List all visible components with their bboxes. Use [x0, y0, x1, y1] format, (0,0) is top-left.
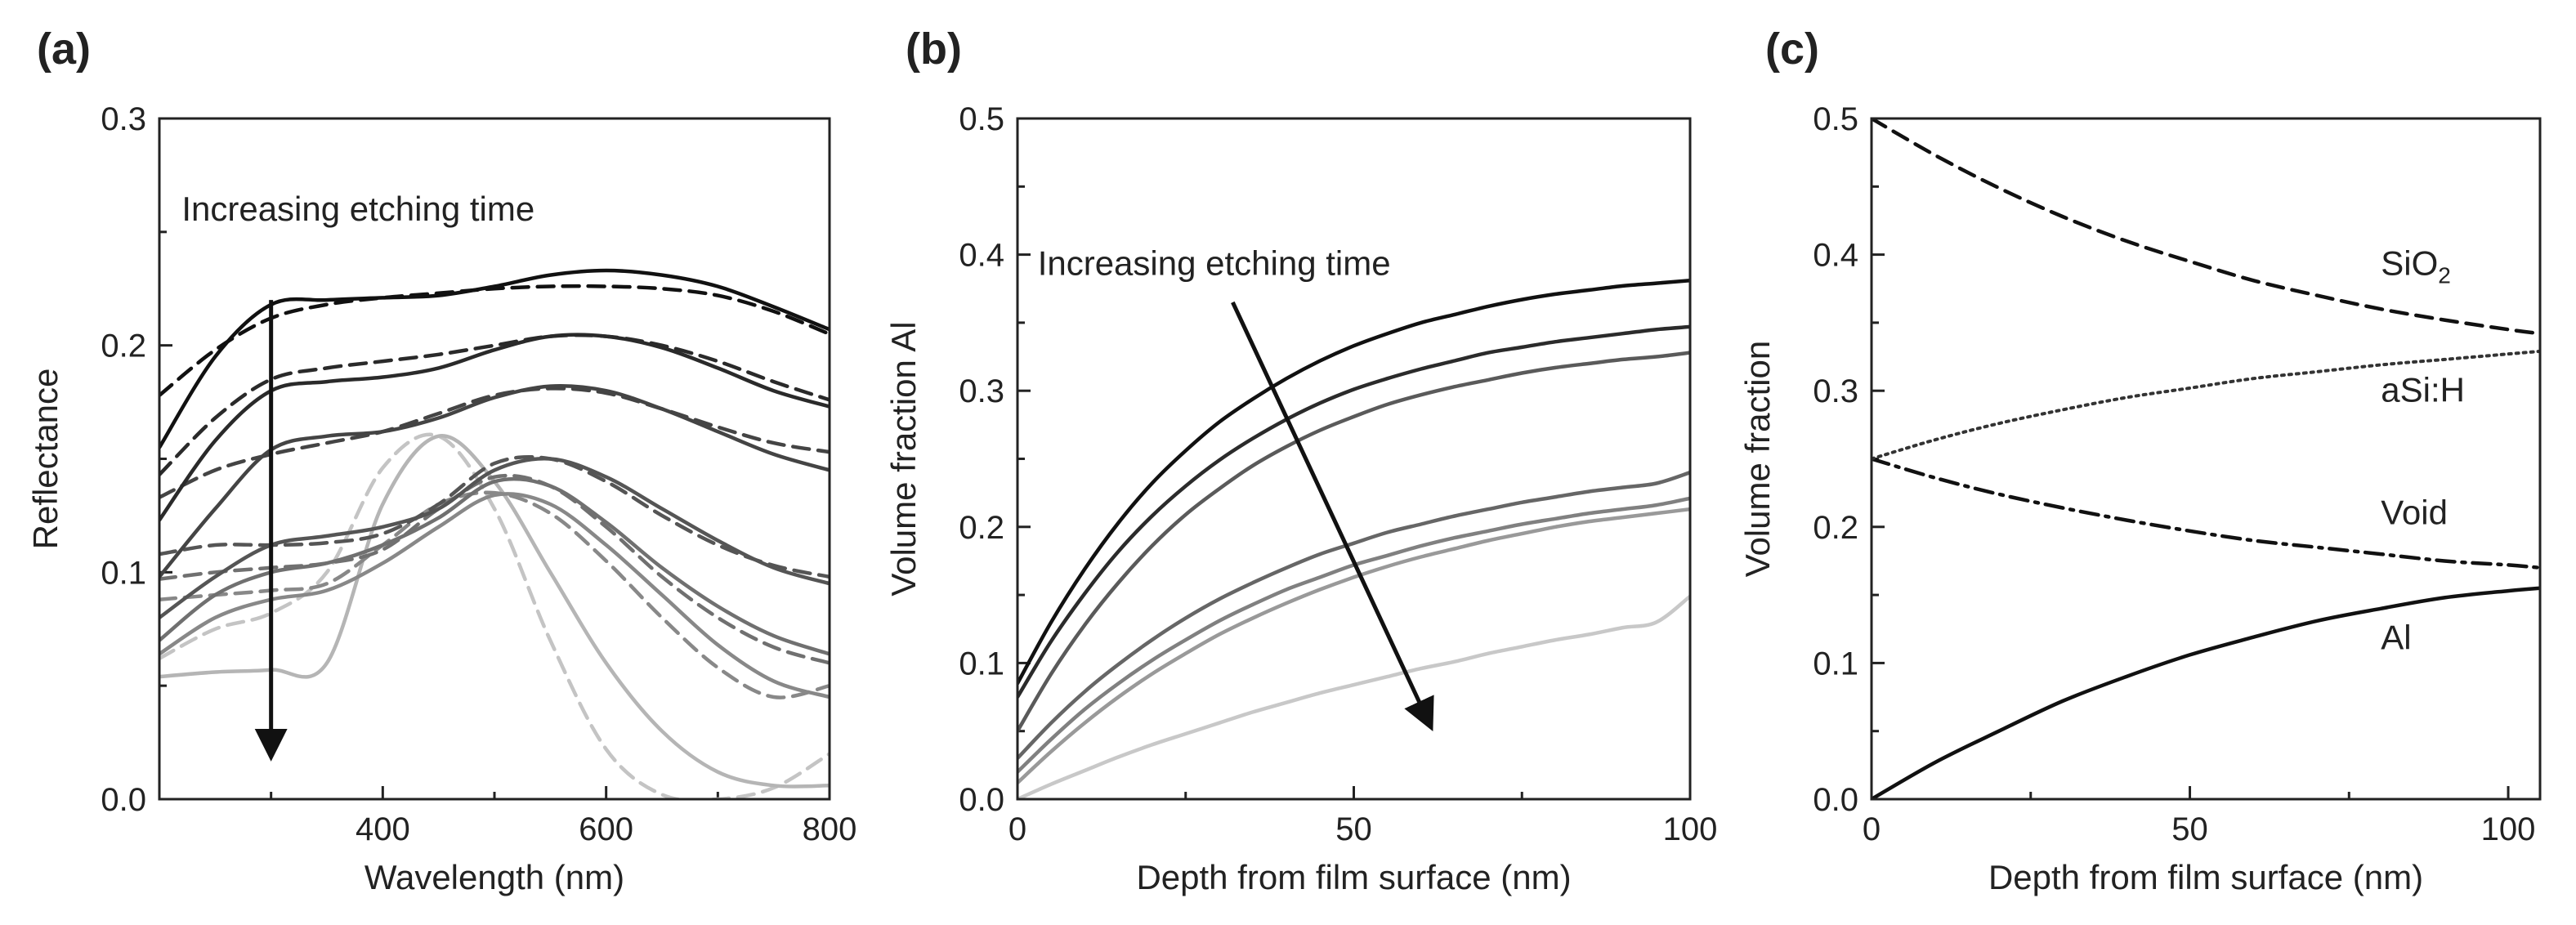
plot-frame	[158, 117, 831, 801]
annotation-text: Increasing etching time	[1038, 244, 1391, 283]
plot-area	[1017, 279, 1690, 799]
series-label-subscript: 2	[2438, 263, 2451, 288]
x-tick-label: 50	[2171, 811, 2208, 847]
series-line-fit-3	[159, 387, 830, 499]
series-line-asi-h	[1872, 349, 2540, 461]
series-line-sio2	[1872, 118, 2540, 336]
panel-label: (b)	[906, 25, 962, 74]
y-tick-label: 0.0	[1813, 782, 1858, 818]
x-tick-label: 50	[1335, 811, 1372, 847]
y-tick-label: 0.0	[959, 782, 1004, 818]
series-line-fit-6	[159, 490, 830, 699]
annotation-text: Increasing etching time	[181, 190, 534, 228]
series-line-curve-3	[1017, 351, 1690, 733]
series-line-curve-2	[1017, 324, 1690, 699]
x-tick-label: 400	[356, 811, 410, 847]
series-line-measured-1	[159, 268, 830, 449]
y-tick-label: 0.1	[959, 646, 1004, 681]
x-axis-label: Depth from film surface (nm)	[1988, 858, 2423, 896]
plot-area	[1872, 118, 2540, 799]
y-axis-label: Volume fraction Al	[884, 321, 923, 596]
series-line-fit-4	[159, 454, 830, 579]
panel-label: (a)	[37, 25, 91, 74]
y-tick-label: 0.1	[101, 555, 146, 591]
y-tick-label: 0.4	[959, 238, 1004, 274]
x-axis-label: Depth from film surface (nm)	[1136, 858, 1571, 896]
series-label: Void	[2381, 493, 2448, 531]
series-line-fit-5	[159, 473, 830, 665]
panel-label: (c)	[1765, 25, 1819, 74]
y-tick-label: 0.5	[959, 101, 1004, 137]
series-line-curve-7	[1017, 594, 1690, 799]
y-axis-label: Volume fraction	[1738, 341, 1777, 578]
series-line-measured-2	[159, 333, 830, 522]
series-label-text: Al	[2381, 619, 2411, 657]
series-line-fit-1	[159, 284, 830, 398]
series-line-curve-6	[1017, 507, 1690, 785]
x-tick-label: 600	[579, 811, 633, 847]
series-line-al	[1872, 586, 2540, 799]
series-label-text: aSi:H	[2381, 371, 2465, 409]
y-tick-label: 0.3	[101, 101, 146, 137]
series-label: Al	[2381, 619, 2411, 657]
y-tick-label: 0.2	[1813, 510, 1858, 546]
series-line-measured-6	[159, 492, 830, 699]
series-label: aSi:H	[2381, 371, 2465, 409]
x-tick-label: 100	[2481, 811, 2536, 847]
series-label-text: SiO	[2381, 244, 2438, 283]
trend-arrow	[1231, 301, 1434, 731]
plot-area	[159, 268, 830, 799]
y-tick-label: 0.3	[1813, 373, 1858, 409]
series-label: SiO2	[2381, 244, 2451, 288]
series-line-curve-1	[1017, 279, 1690, 686]
y-tick-label: 0.2	[101, 328, 146, 364]
plot-frame	[1016, 117, 1692, 801]
series-line-fit-2	[159, 333, 830, 477]
x-tick-label: 0	[1863, 811, 1881, 847]
y-tick-label: 0.0	[101, 782, 146, 818]
panel-c: (c) 0 50 100 0.0 0.1 0.2 0.3 0.4 0.5 Depth from fi…	[1738, 25, 2542, 896]
x-tick-label: 800	[803, 811, 857, 847]
panel-a: (a) 400 600 800 0.0 0.1 0.2 0.3 Wavelength (nm) R…	[26, 25, 856, 896]
x-tick-label: 0	[1008, 811, 1026, 847]
plot-frame	[1870, 117, 2542, 801]
series-label-text: Void	[2381, 493, 2448, 531]
x-axis-label: Wavelength (nm)	[364, 858, 624, 896]
y-tick-label: 0.5	[1813, 101, 1858, 137]
y-axis-label: Reflectance	[26, 369, 65, 550]
y-tick-label: 0.3	[959, 373, 1004, 409]
panel-b: (b) 0 50 100 0.0 0.1 0.2 0.3 0.4 0.5 Depth from fi…	[884, 25, 1717, 896]
series-line-curve-4	[1017, 470, 1690, 761]
y-tick-label: 0.1	[1813, 646, 1858, 681]
y-tick-label: 0.2	[959, 510, 1004, 546]
x-tick-label: 100	[1663, 811, 1718, 847]
series-line-void	[1872, 457, 2540, 570]
series-line-measured-3	[159, 384, 830, 579]
y-tick-label: 0.4	[1813, 238, 1858, 274]
series-line-fit-7	[159, 432, 830, 799]
